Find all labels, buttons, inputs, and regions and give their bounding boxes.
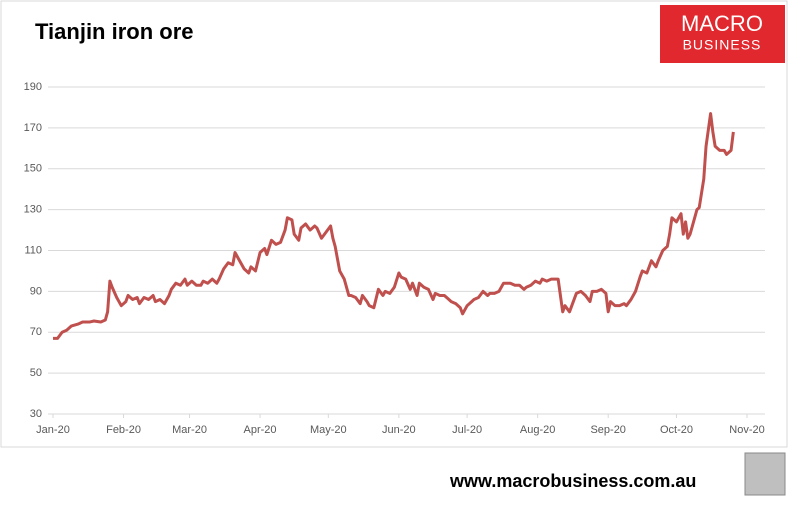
- chart-title: Tianjin iron ore: [35, 19, 194, 44]
- x-tick-label: Oct-20: [660, 424, 693, 436]
- y-tick-label: 130: [24, 204, 42, 216]
- x-tick-label: May-20: [310, 424, 347, 436]
- x-tick-label: Jun-20: [382, 424, 416, 436]
- chart-frame: [0, 0, 788, 448]
- y-tick-label: 30: [30, 408, 42, 420]
- x-tick-label: Jul-20: [452, 424, 482, 436]
- y-tick-label: 110: [24, 244, 42, 256]
- x-tick-label: Nov-20: [729, 424, 764, 436]
- y-tick-label: 70: [30, 326, 42, 338]
- y-tick-label: 190: [24, 81, 42, 93]
- x-tick-label: Mar-20: [172, 424, 207, 436]
- y-tick-label: 150: [24, 163, 42, 175]
- x-tick-label: Apr-20: [244, 424, 277, 436]
- logo-text: BUSINESS: [683, 37, 762, 53]
- logo-box: [660, 5, 785, 63]
- price-line: [53, 112, 735, 340]
- y-tick-label: 50: [30, 367, 42, 379]
- website: www.macrobusiness.com.au: [449, 471, 696, 491]
- y-tick-label: 90: [30, 285, 42, 297]
- x-tick-label: Feb-20: [106, 424, 141, 436]
- x-tick-label: Aug-20: [520, 424, 555, 436]
- fox-icon: [744, 452, 786, 496]
- x-tick-label: Jan-20: [36, 424, 70, 436]
- logo-text: MACRO: [681, 11, 763, 36]
- x-tick-label: Sep-20: [590, 424, 625, 436]
- y-tick-label: 170: [24, 122, 42, 134]
